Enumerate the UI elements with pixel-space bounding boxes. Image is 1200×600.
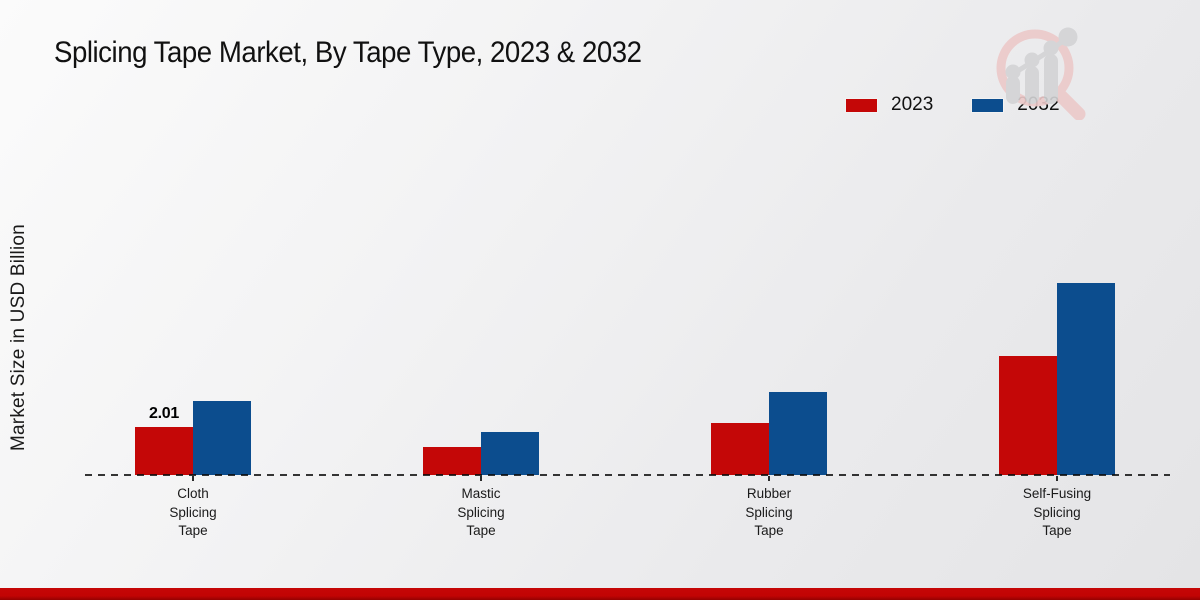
category-label: Rubber Splicing Tape [745,486,793,538]
axis-tick [768,476,770,481]
category-label: Cloth Splicing Tape [169,486,217,538]
bar-2032-category-3 [1057,283,1115,475]
footer-accent-band [0,588,1200,600]
legend-item-2023: 2023 [845,94,933,116]
legend-swatch-2032-icon [971,97,1005,113]
bar-2023-category-1 [423,447,481,475]
axis-tick [192,476,194,481]
bar-2023-category-0 [135,427,193,475]
legend-swatch-2023-icon [845,97,878,113]
magnifier-analytics-icon [996,27,1086,120]
page-title: Splicing Tape Market, By Tape Type, 2023… [54,36,642,69]
legend-label-2023: 2023 [891,94,934,115]
category-label: Mastic Splicing Tape [457,486,505,538]
bar-2032-category-0 [193,401,251,475]
bar-value-label: 2.01 [149,405,179,423]
x-axis-baseline [85,474,1170,476]
bar-2023-category-3 [999,356,1057,475]
axis-tick [1056,476,1058,481]
bar-2023-category-2 [711,422,769,475]
bar-2032-category-2 [769,391,827,475]
axis-tick [480,476,482,481]
category-label: Self-Fusing Splicing Tape [1022,486,1092,538]
bar-2032-category-1 [481,432,539,475]
